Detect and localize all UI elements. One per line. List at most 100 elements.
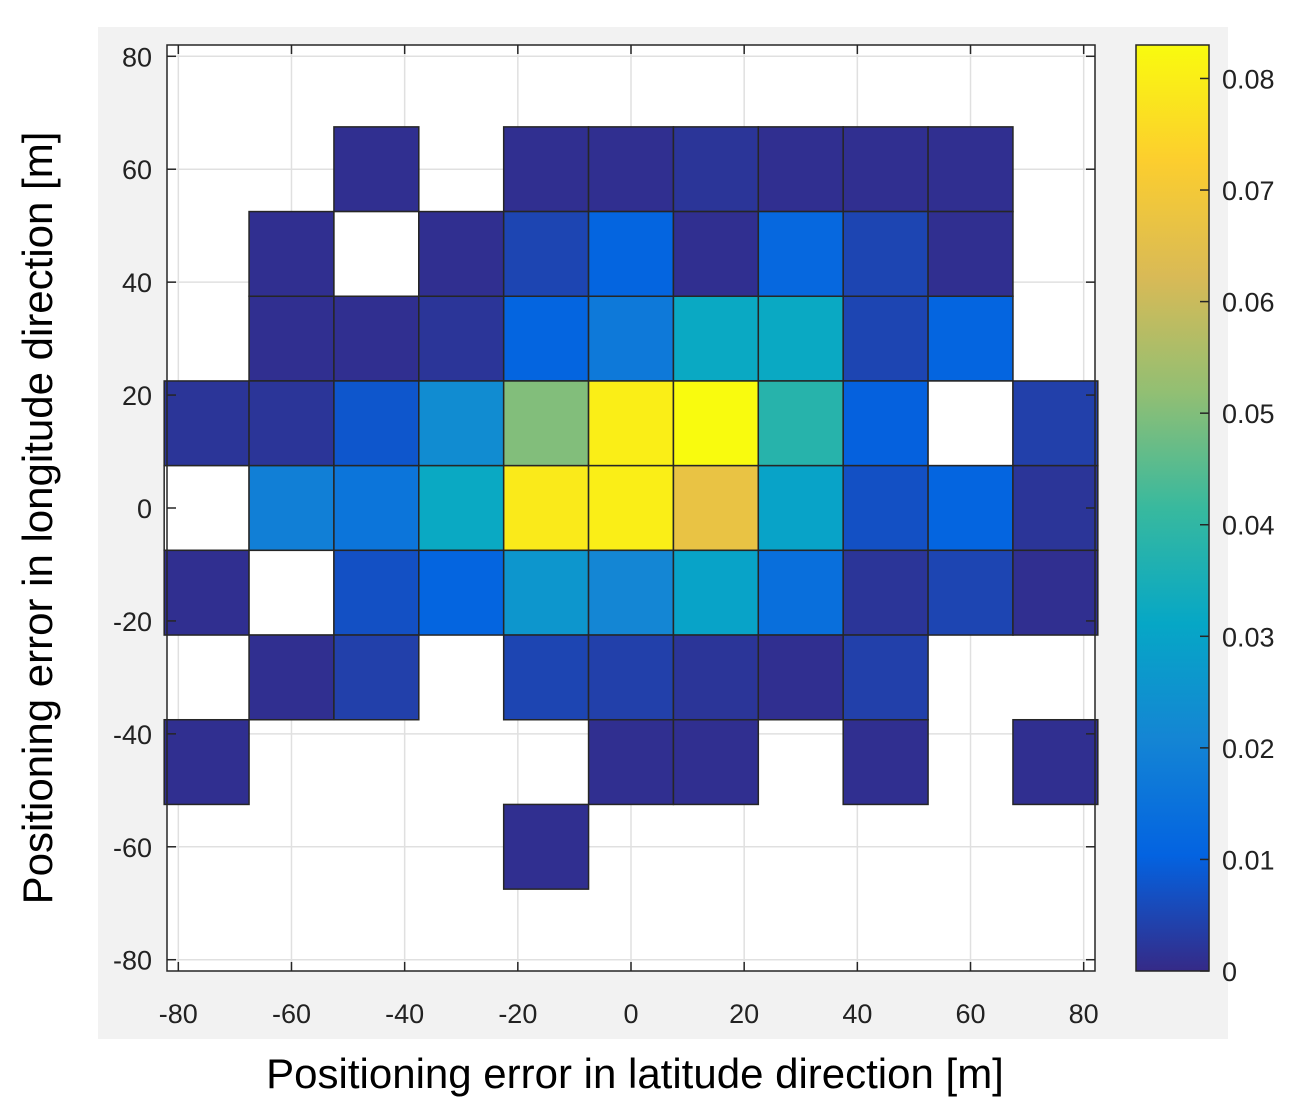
heatmap-cell [757,126,844,213]
heatmap-cell [502,549,590,636]
heatmap-cell [927,464,1014,552]
heatmap-cell [418,380,505,467]
heatmap-cell [587,210,675,298]
heatmap-cell [672,634,760,721]
heatmap-cell [842,295,929,382]
heatmap-cell [927,549,1014,636]
heatmap-cell [587,380,675,467]
x-tick-label: 60 [955,999,985,1029]
heatmap-cell [248,295,335,382]
heatmap-cell [587,464,675,552]
y-tick-label: 0 [137,494,152,524]
heatmap-cell [248,549,335,636]
heatmap-cell [248,464,335,552]
heatmap-cell [672,464,760,552]
heatmap-cell [163,464,250,552]
heatmap-cell [418,295,505,382]
heatmap-cell [757,295,844,382]
y-tick-label: -60 [113,833,152,863]
heatmap-cell [163,549,250,636]
y-tick-label: -20 [113,607,152,637]
heatmap-cell [757,464,844,552]
x-tick-label: -20 [498,999,537,1029]
x-tick-label: 40 [842,999,872,1029]
y-tick-label: 40 [122,268,152,298]
heatmap-cell [927,380,1014,467]
y-tick-label: -80 [113,946,152,976]
heatmap-cell [927,210,1014,298]
heatmap-cell [333,634,420,721]
heatmap-cell [248,210,335,298]
y-axis-title: Positioning error in longitude direction… [14,132,61,905]
colorbar-tick-label: 0.03 [1222,622,1275,652]
heatmap-cell [502,634,590,721]
heatmap-cell [1012,464,1099,552]
heatmap-cell [672,210,760,298]
heatmap-cell [1012,380,1099,467]
heatmap-cell [587,549,675,636]
y-tick-label: 60 [122,155,152,185]
y-tick-label: 80 [122,42,152,72]
heatmap-cell [333,549,420,636]
colorbar-tick-label: 0.06 [1222,288,1275,318]
x-axis-title: Positioning error in latitude direction … [266,1050,1004,1097]
heatmap-cell [418,210,505,298]
heatmap-cell [842,380,929,467]
heatmap-cell [1012,718,1099,806]
y-tick-label: -40 [113,720,152,750]
heatmap-cells [163,126,1099,890]
y-tick-label: 20 [122,381,152,411]
heatmap-cell [587,295,675,382]
heatmap-cell [927,295,1014,382]
heatmap-cell [672,718,760,806]
heatmap-cell [333,210,420,298]
heatmap-cell [842,210,929,298]
heatmap-cell [757,634,844,721]
heatmap-cell [672,295,760,382]
x-tick-label: 20 [729,999,759,1029]
heatmap-cell [672,549,760,636]
x-tick-label: 80 [1069,999,1099,1029]
heatmap-cell [842,718,929,806]
heatmap-cell [333,380,420,467]
heatmap-cell [502,803,590,890]
heatmap-cell [842,634,929,721]
heatmap-cell [502,464,590,552]
x-tick-label: -80 [159,999,198,1029]
heatmap-cell [757,210,844,298]
heatmap-cell [672,126,760,213]
heatmap-cell [927,126,1014,213]
heatmap-cell [163,718,250,806]
colorbar-gradient [1135,44,1210,972]
heatmap-cell [1012,549,1099,636]
colorbar [1135,44,1210,972]
colorbar-tick-label: 0.07 [1222,176,1275,206]
heatmap-cell [757,549,844,636]
heatmap-cell [333,295,420,382]
colorbar-ticks: 0 0.01 0.02 0.03 0.04 0.05 0.06 0.07 0.08 [1200,64,1275,987]
heatmap-cell [587,126,675,213]
colorbar-tick-label: 0.08 [1222,64,1275,94]
heatmap-cell [418,464,505,552]
colorbar-tick-label: 0 [1222,957,1237,987]
axis-ticks: -80 -60 -40 -20 0 20 40 60 80 80 60 40 20 0 -20 -40 -60 -… [113,42,1099,1029]
heatmap-cell [418,549,505,636]
heatmap-cell [502,295,590,382]
heatmap-cell [248,380,335,467]
colorbar-tick-label: 0.02 [1222,734,1275,764]
heatmap-cell [757,380,844,467]
x-tick-label: -60 [272,999,311,1029]
heatmap-cell [842,549,929,636]
x-tick-label: 0 [623,999,638,1029]
heatmap-cell [842,126,929,213]
colorbar-tick-label: 0.04 [1222,511,1275,541]
colorbar-tick-label: 0.05 [1222,399,1275,429]
heatmap-cell [672,380,760,467]
heatmap-cell [163,380,250,467]
heatmap-cell [248,634,335,721]
x-tick-label: -40 [385,999,424,1029]
heatmap-cell [333,464,420,552]
colorbar-tick-label: 0.01 [1222,845,1275,875]
heatmap-cell [842,464,929,552]
